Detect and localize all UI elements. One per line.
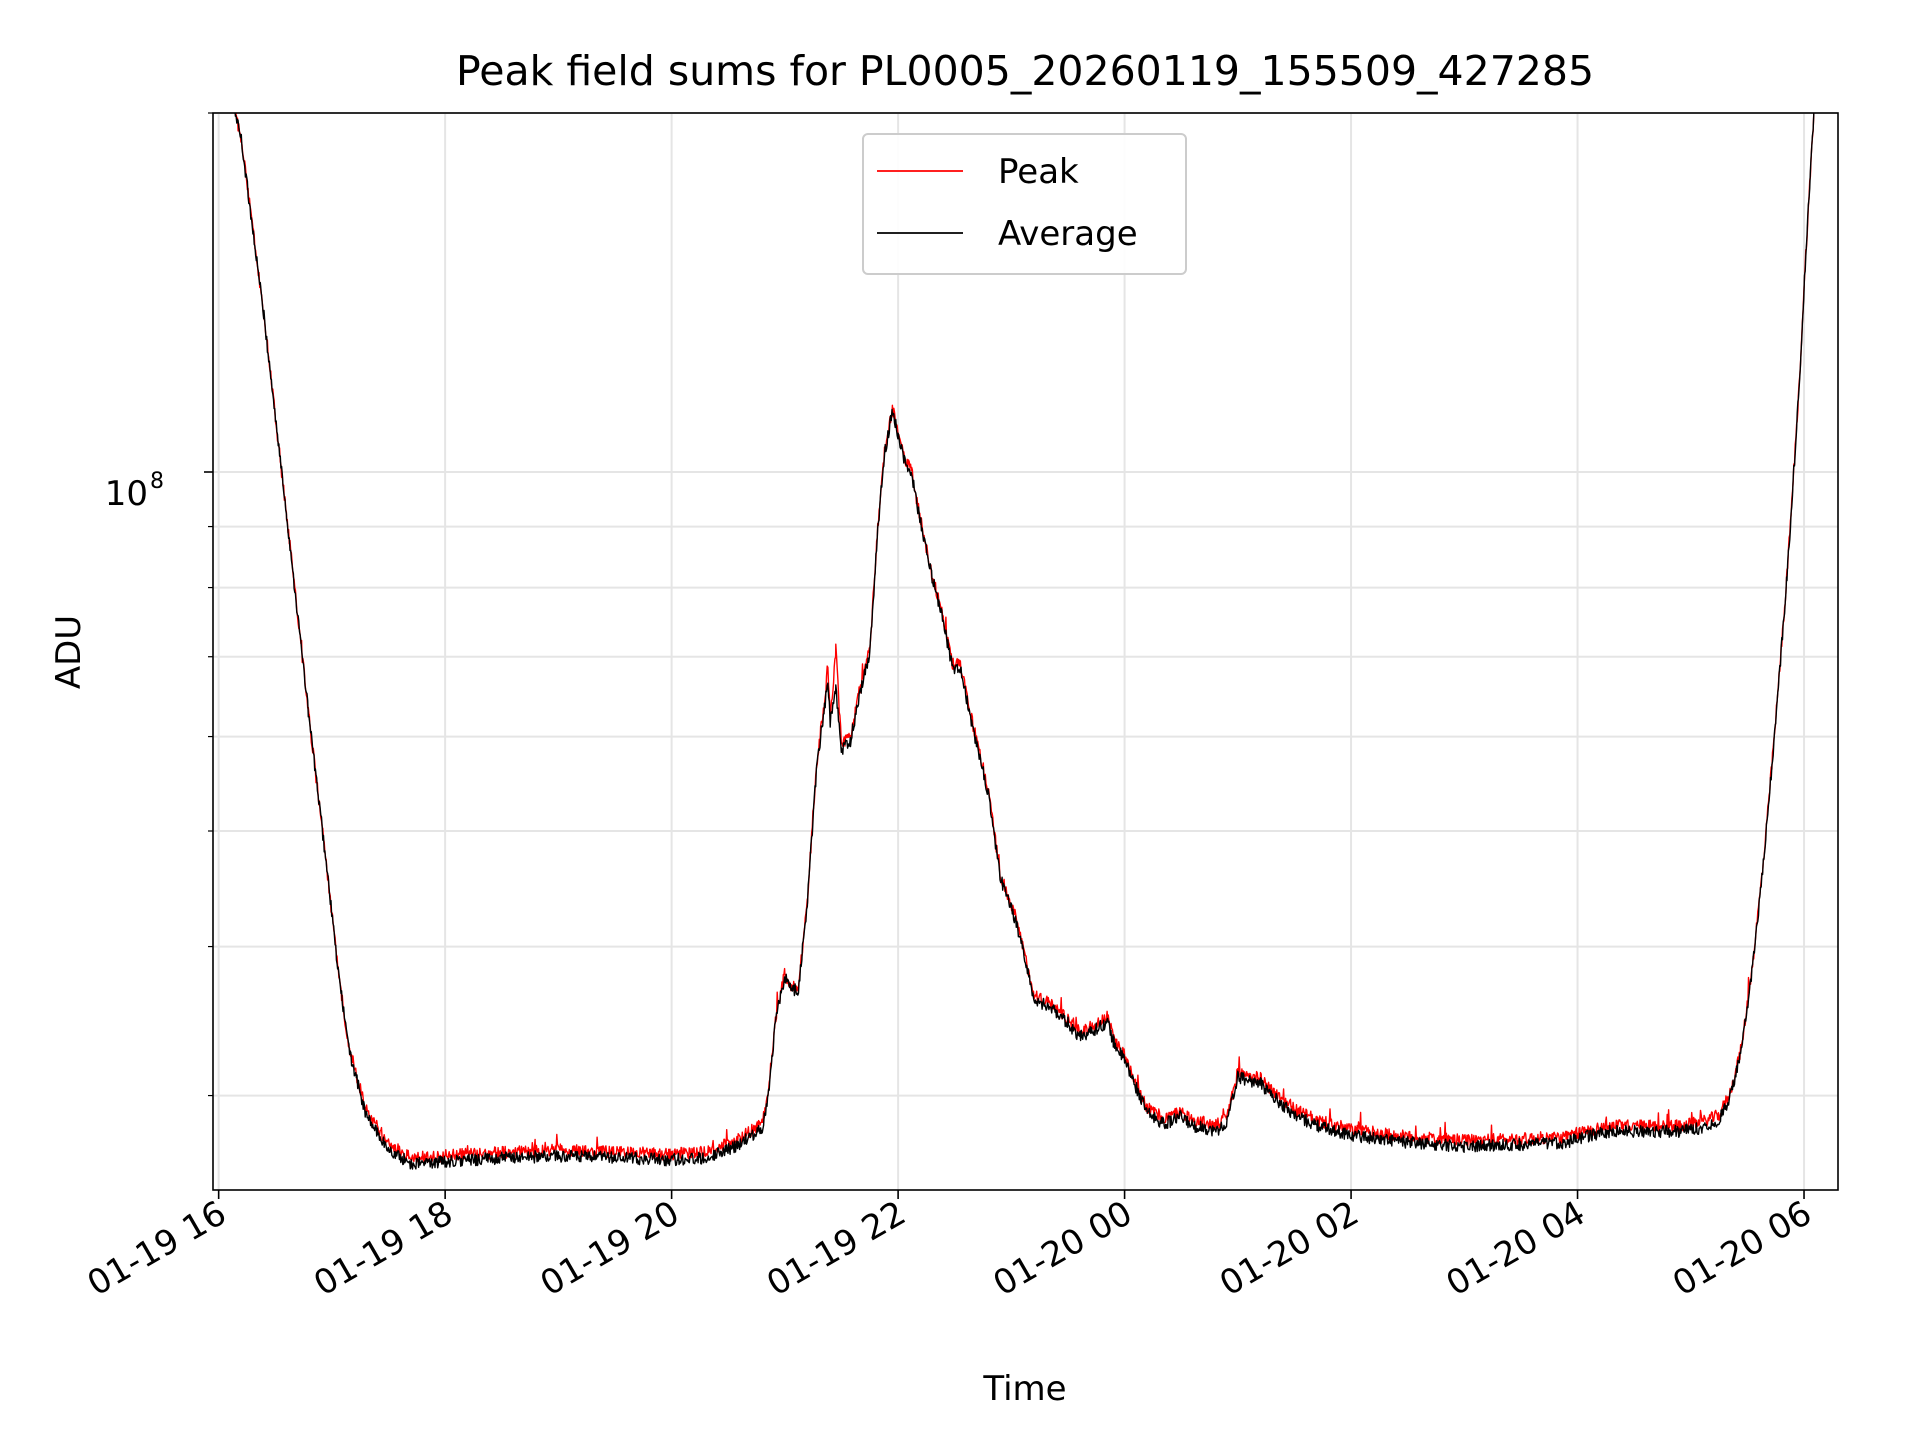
x-axis-label: Time [982,1369,1066,1409]
y-axis-label: ADU [49,615,89,689]
legend-label-peak: Peak [998,152,1079,192]
series-layer [234,113,1815,1170]
legend: Peak Average [862,133,1187,275]
y-tick-label-exponent: 8 [150,469,164,494]
legend-label-average: Average [998,214,1138,254]
series-line-average [234,113,1815,1170]
y-tick-major: 10 8 [105,469,164,514]
legend-box [862,133,1187,275]
plot-frame [212,112,1839,1191]
y-tick-label-base: 10 [105,474,148,514]
chart-title: Peak field sums for PL0005_20260119_1555… [456,47,1594,95]
